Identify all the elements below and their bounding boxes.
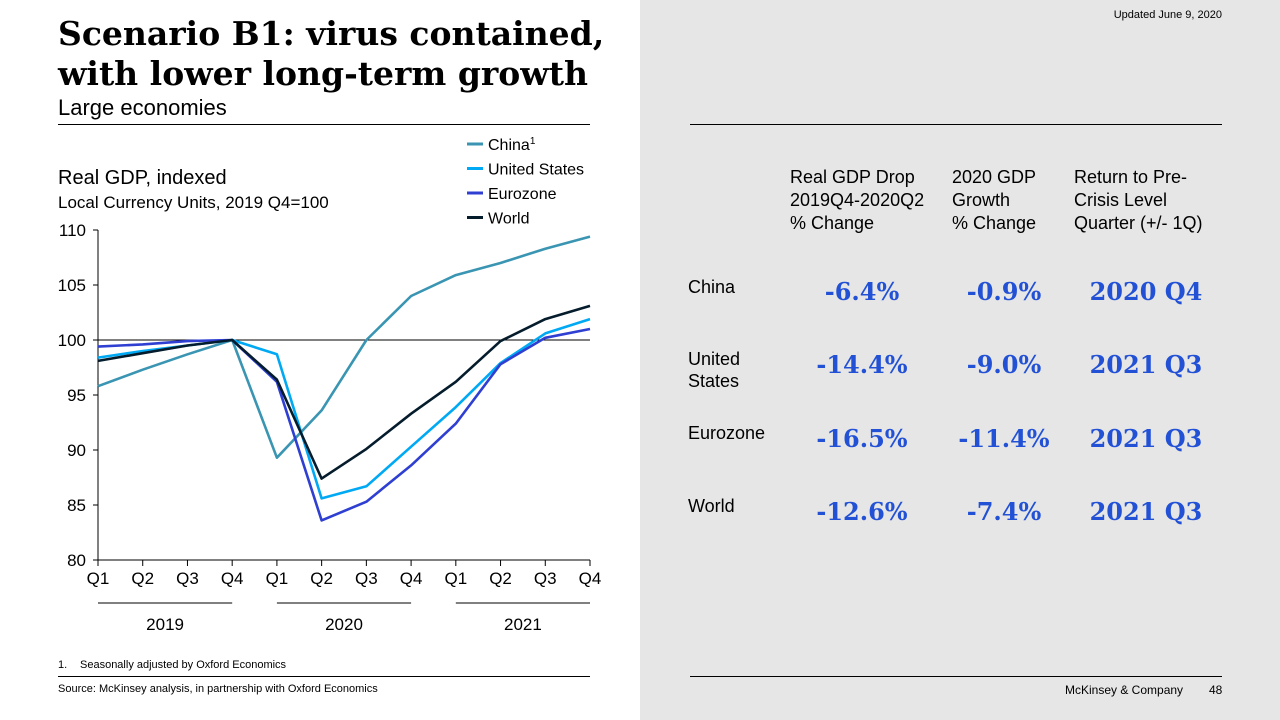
series-line-united-states <box>97 317 591 500</box>
table-header-gdp-drop: Real GDP Drop 2019Q4-2020Q2 % Change <box>790 167 925 233</box>
y-tick-label: 95 <box>67 386 86 405</box>
x-tick-label: Q3 <box>176 569 199 588</box>
x-tick-label: Q4 <box>221 569 244 588</box>
page-subtitle: Large economies <box>58 95 227 120</box>
y-tick-label: 80 <box>67 551 86 570</box>
x-tick-label: Q4 <box>400 569 423 588</box>
title-line-1: Scenario B1: virus contained, <box>58 14 605 53</box>
page-number: 48 <box>1209 683 1223 697</box>
row-label-world: World <box>688 496 735 516</box>
cell-china-growth: -0.9% <box>966 277 1042 306</box>
cell-us-return: 2021 Q3 <box>1089 350 1203 379</box>
gdp-line-chart: 80 85 90 95 100 105 110 Q1 Q2 Q3 Q4 Q1 Q2 Q3 Q4 Q1 Q2 Q3 Q… <box>58 136 602 634</box>
year-label: 2021 <box>504 615 542 634</box>
cell-world-drop: -12.6% <box>816 497 908 526</box>
legend-label: China1 <box>488 136 536 154</box>
right-panel <box>640 0 1280 720</box>
x-tick-label: Q2 <box>489 569 512 588</box>
year-label: 2020 <box>325 615 363 634</box>
table-top-divider <box>690 124 1222 125</box>
y-tick-label: 100 <box>58 331 86 350</box>
cell-us-growth: -9.0% <box>966 350 1042 379</box>
row-label-us: United States <box>688 349 741 391</box>
cell-world-return: 2021 Q3 <box>1089 497 1203 526</box>
table-header-return: Return to Pre- Crisis Level Quarter (+/-… <box>1074 167 1203 233</box>
x-tick-label: Q4 <box>579 569 602 588</box>
y-tick-label: 85 <box>67 496 86 515</box>
row-label-eurozone: Eurozone <box>688 423 766 443</box>
title-divider <box>58 124 590 125</box>
year-label: 2019 <box>146 615 184 634</box>
x-tick-label: Q1 <box>444 569 467 588</box>
x-tick-label: Q2 <box>131 569 154 588</box>
cell-us-drop: -14.4% <box>816 350 908 379</box>
cell-eurozone-growth: -11.4% <box>958 424 1050 453</box>
legend-footnote-marker: 1 <box>530 136 536 147</box>
chart-title: Real GDP, indexed <box>58 167 227 189</box>
legend-label: Eurozone <box>488 186 557 203</box>
legend-label: United States <box>488 162 584 179</box>
x-tick-label: Q3 <box>534 569 557 588</box>
cell-china-drop: -6.4% <box>824 277 900 306</box>
cell-china-return: 2020 Q4 <box>1089 277 1203 306</box>
x-tick-label: Q1 <box>87 569 110 588</box>
footnote: 1. Seasonally adjusted by Oxford Economic… <box>58 659 286 671</box>
cell-world-growth: -7.4% <box>966 497 1042 526</box>
brand-name: McKinsey & Company <box>1065 683 1184 697</box>
x-tick-label: Q2 <box>310 569 333 588</box>
y-tick-label: 110 <box>59 221 86 240</box>
table-bottom-divider <box>690 676 1222 677</box>
page-title: Scenario B1: virus contained, with lower… <box>58 14 618 94</box>
chart-subtitle: Local Currency Units, 2019 Q4=100 <box>58 193 329 212</box>
legend-label: World <box>488 211 530 228</box>
x-tick-label: Q3 <box>355 569 378 588</box>
y-tick-label: 105 <box>58 276 86 295</box>
row-label-china: China <box>688 277 736 297</box>
y-tick-label: 90 <box>67 441 86 460</box>
title-line-2: with lower long-term growth <box>58 54 588 93</box>
footnote-divider <box>58 676 590 677</box>
table-header-gdp-growth: 2020 GDP Growth % Change <box>952 167 1037 233</box>
series-line-china <box>97 235 591 460</box>
footnote-number: 1. <box>58 659 68 671</box>
series-line-world <box>97 304 591 480</box>
series-line-eurozone <box>97 327 591 522</box>
source-note: Source: McKinsey analysis, in partnershi… <box>58 683 378 695</box>
footnote-text: Seasonally adjusted by Oxford Economics <box>80 659 287 671</box>
x-tick-label: Q1 <box>266 569 289 588</box>
cell-eurozone-return: 2021 Q3 <box>1089 424 1203 453</box>
cell-eurozone-drop: -16.5% <box>816 424 908 453</box>
updated-date: Updated June 9, 2020 <box>1113 9 1222 21</box>
